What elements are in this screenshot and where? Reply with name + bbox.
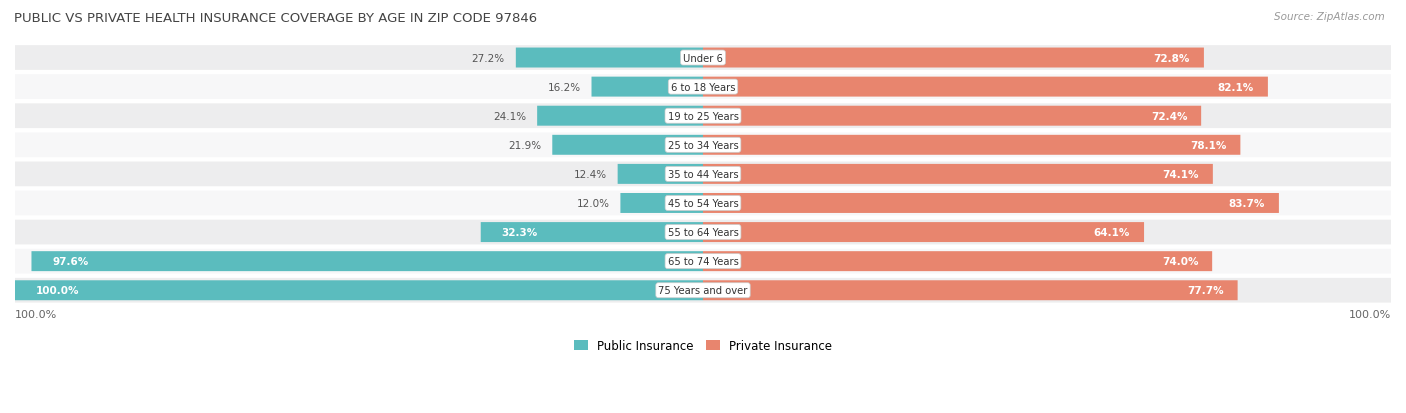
FancyBboxPatch shape — [15, 278, 1391, 303]
Text: 25 to 34 Years: 25 to 34 Years — [668, 140, 738, 150]
Text: 83.7%: 83.7% — [1229, 199, 1265, 209]
FancyBboxPatch shape — [15, 133, 1391, 158]
Text: 82.1%: 82.1% — [1218, 83, 1254, 93]
Text: 27.2%: 27.2% — [472, 53, 505, 63]
Text: 32.3%: 32.3% — [502, 228, 537, 237]
Text: 100.0%: 100.0% — [1348, 310, 1391, 320]
FancyBboxPatch shape — [703, 252, 1212, 271]
Text: 75 Years and over: 75 Years and over — [658, 285, 748, 296]
FancyBboxPatch shape — [553, 135, 703, 155]
Text: 55 to 64 Years: 55 to 64 Years — [668, 228, 738, 237]
Legend: Public Insurance, Private Insurance: Public Insurance, Private Insurance — [569, 334, 837, 356]
FancyBboxPatch shape — [15, 280, 703, 301]
Text: 100.0%: 100.0% — [15, 310, 58, 320]
Text: PUBLIC VS PRIVATE HEALTH INSURANCE COVERAGE BY AGE IN ZIP CODE 97846: PUBLIC VS PRIVATE HEALTH INSURANCE COVER… — [14, 12, 537, 25]
FancyBboxPatch shape — [15, 162, 1391, 187]
FancyBboxPatch shape — [703, 280, 1237, 301]
FancyBboxPatch shape — [617, 164, 703, 185]
FancyBboxPatch shape — [481, 223, 703, 242]
Text: 77.7%: 77.7% — [1187, 285, 1223, 296]
Text: 97.6%: 97.6% — [52, 256, 89, 266]
FancyBboxPatch shape — [703, 223, 1144, 242]
FancyBboxPatch shape — [703, 48, 1204, 68]
FancyBboxPatch shape — [620, 194, 703, 214]
FancyBboxPatch shape — [703, 164, 1213, 185]
FancyBboxPatch shape — [15, 249, 1391, 274]
Text: Source: ZipAtlas.com: Source: ZipAtlas.com — [1274, 12, 1385, 22]
Text: 21.9%: 21.9% — [508, 140, 541, 150]
FancyBboxPatch shape — [703, 135, 1240, 155]
Text: 6 to 18 Years: 6 to 18 Years — [671, 83, 735, 93]
Text: 78.1%: 78.1% — [1191, 140, 1226, 150]
Text: 100.0%: 100.0% — [35, 285, 79, 296]
Text: 35 to 44 Years: 35 to 44 Years — [668, 169, 738, 180]
FancyBboxPatch shape — [15, 46, 1391, 71]
Text: 45 to 54 Years: 45 to 54 Years — [668, 199, 738, 209]
FancyBboxPatch shape — [592, 78, 703, 97]
FancyBboxPatch shape — [703, 107, 1201, 126]
FancyBboxPatch shape — [15, 220, 1391, 245]
Text: 64.1%: 64.1% — [1094, 228, 1130, 237]
Text: Under 6: Under 6 — [683, 53, 723, 63]
FancyBboxPatch shape — [15, 75, 1391, 100]
FancyBboxPatch shape — [15, 104, 1391, 129]
Text: 24.1%: 24.1% — [494, 112, 526, 121]
Text: 12.4%: 12.4% — [574, 169, 606, 180]
Text: 16.2%: 16.2% — [547, 83, 581, 93]
Text: 65 to 74 Years: 65 to 74 Years — [668, 256, 738, 266]
Text: 12.0%: 12.0% — [576, 199, 609, 209]
FancyBboxPatch shape — [516, 48, 703, 68]
Text: 72.4%: 72.4% — [1152, 112, 1187, 121]
Text: 19 to 25 Years: 19 to 25 Years — [668, 112, 738, 121]
Text: 72.8%: 72.8% — [1154, 53, 1189, 63]
FancyBboxPatch shape — [537, 107, 703, 126]
Text: 74.1%: 74.1% — [1163, 169, 1199, 180]
Text: 74.0%: 74.0% — [1161, 256, 1198, 266]
FancyBboxPatch shape — [703, 194, 1279, 214]
FancyBboxPatch shape — [31, 252, 703, 271]
FancyBboxPatch shape — [15, 191, 1391, 216]
FancyBboxPatch shape — [703, 78, 1268, 97]
